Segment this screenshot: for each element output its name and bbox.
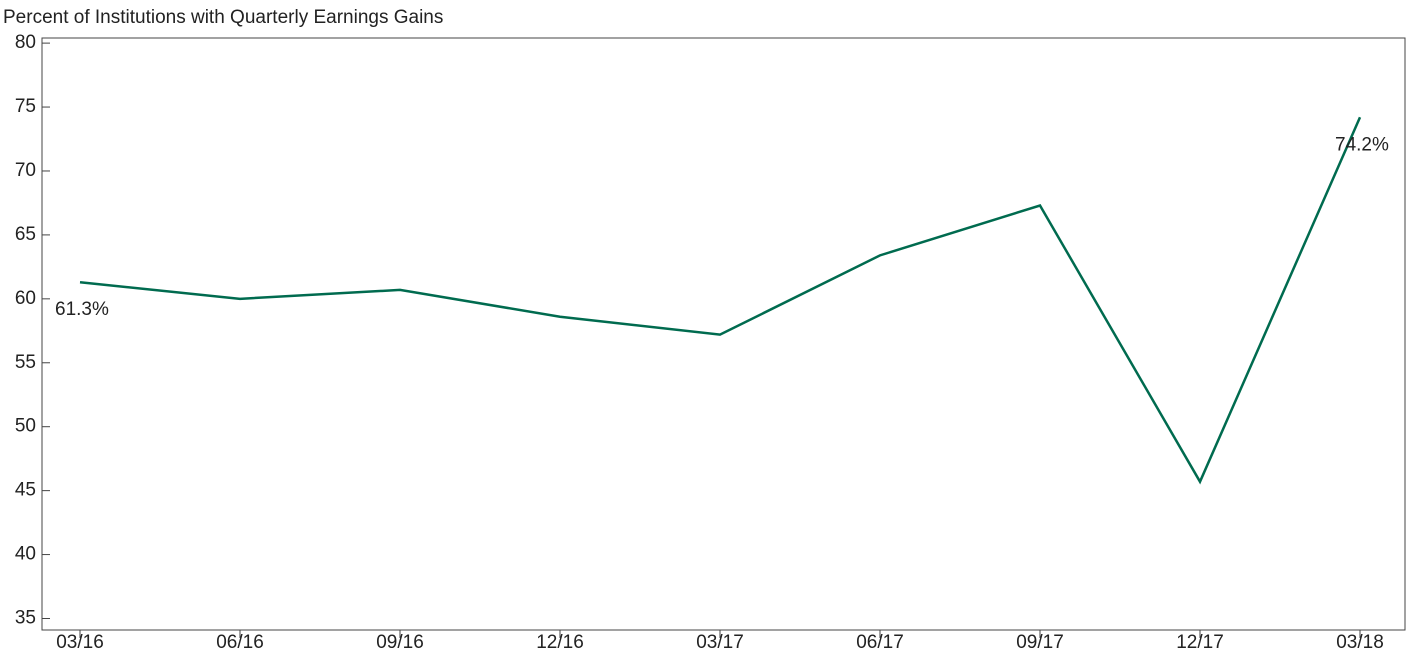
plot-frame xyxy=(41,37,1406,631)
y-tick-label: 35 xyxy=(15,608,36,629)
x-tick-label: 09/16 xyxy=(376,632,424,653)
chart-title: Percent of Institutions with Quarterly E… xyxy=(3,7,443,28)
y-tick-label: 80 xyxy=(15,32,36,53)
data-label: 74.2% xyxy=(1335,134,1389,155)
x-tick-label: 06/17 xyxy=(856,632,904,653)
y-tick-label: 45 xyxy=(15,480,36,501)
x-tick-label: 12/16 xyxy=(536,632,584,653)
data-line xyxy=(79,116,1362,485)
x-tick-label: 12/17 xyxy=(1176,632,1224,653)
x-tick-label: 09/17 xyxy=(1016,632,1064,653)
x-tick-label: 03/16 xyxy=(56,632,104,653)
y-tick-label: 65 xyxy=(15,224,36,245)
x-tick-label: 03/17 xyxy=(696,632,744,653)
x-tick-label: 06/16 xyxy=(216,632,264,653)
y-tick-label: 70 xyxy=(15,160,36,181)
y-tick-label: 50 xyxy=(15,416,36,437)
y-tick-label: 60 xyxy=(15,288,36,309)
y-tick-label: 55 xyxy=(15,352,36,373)
data-label: 61.3% xyxy=(55,299,109,320)
y-tick-label: 75 xyxy=(15,96,36,117)
y-tick-label: 40 xyxy=(15,544,36,565)
x-tick-label: 03/18 xyxy=(1336,632,1384,653)
